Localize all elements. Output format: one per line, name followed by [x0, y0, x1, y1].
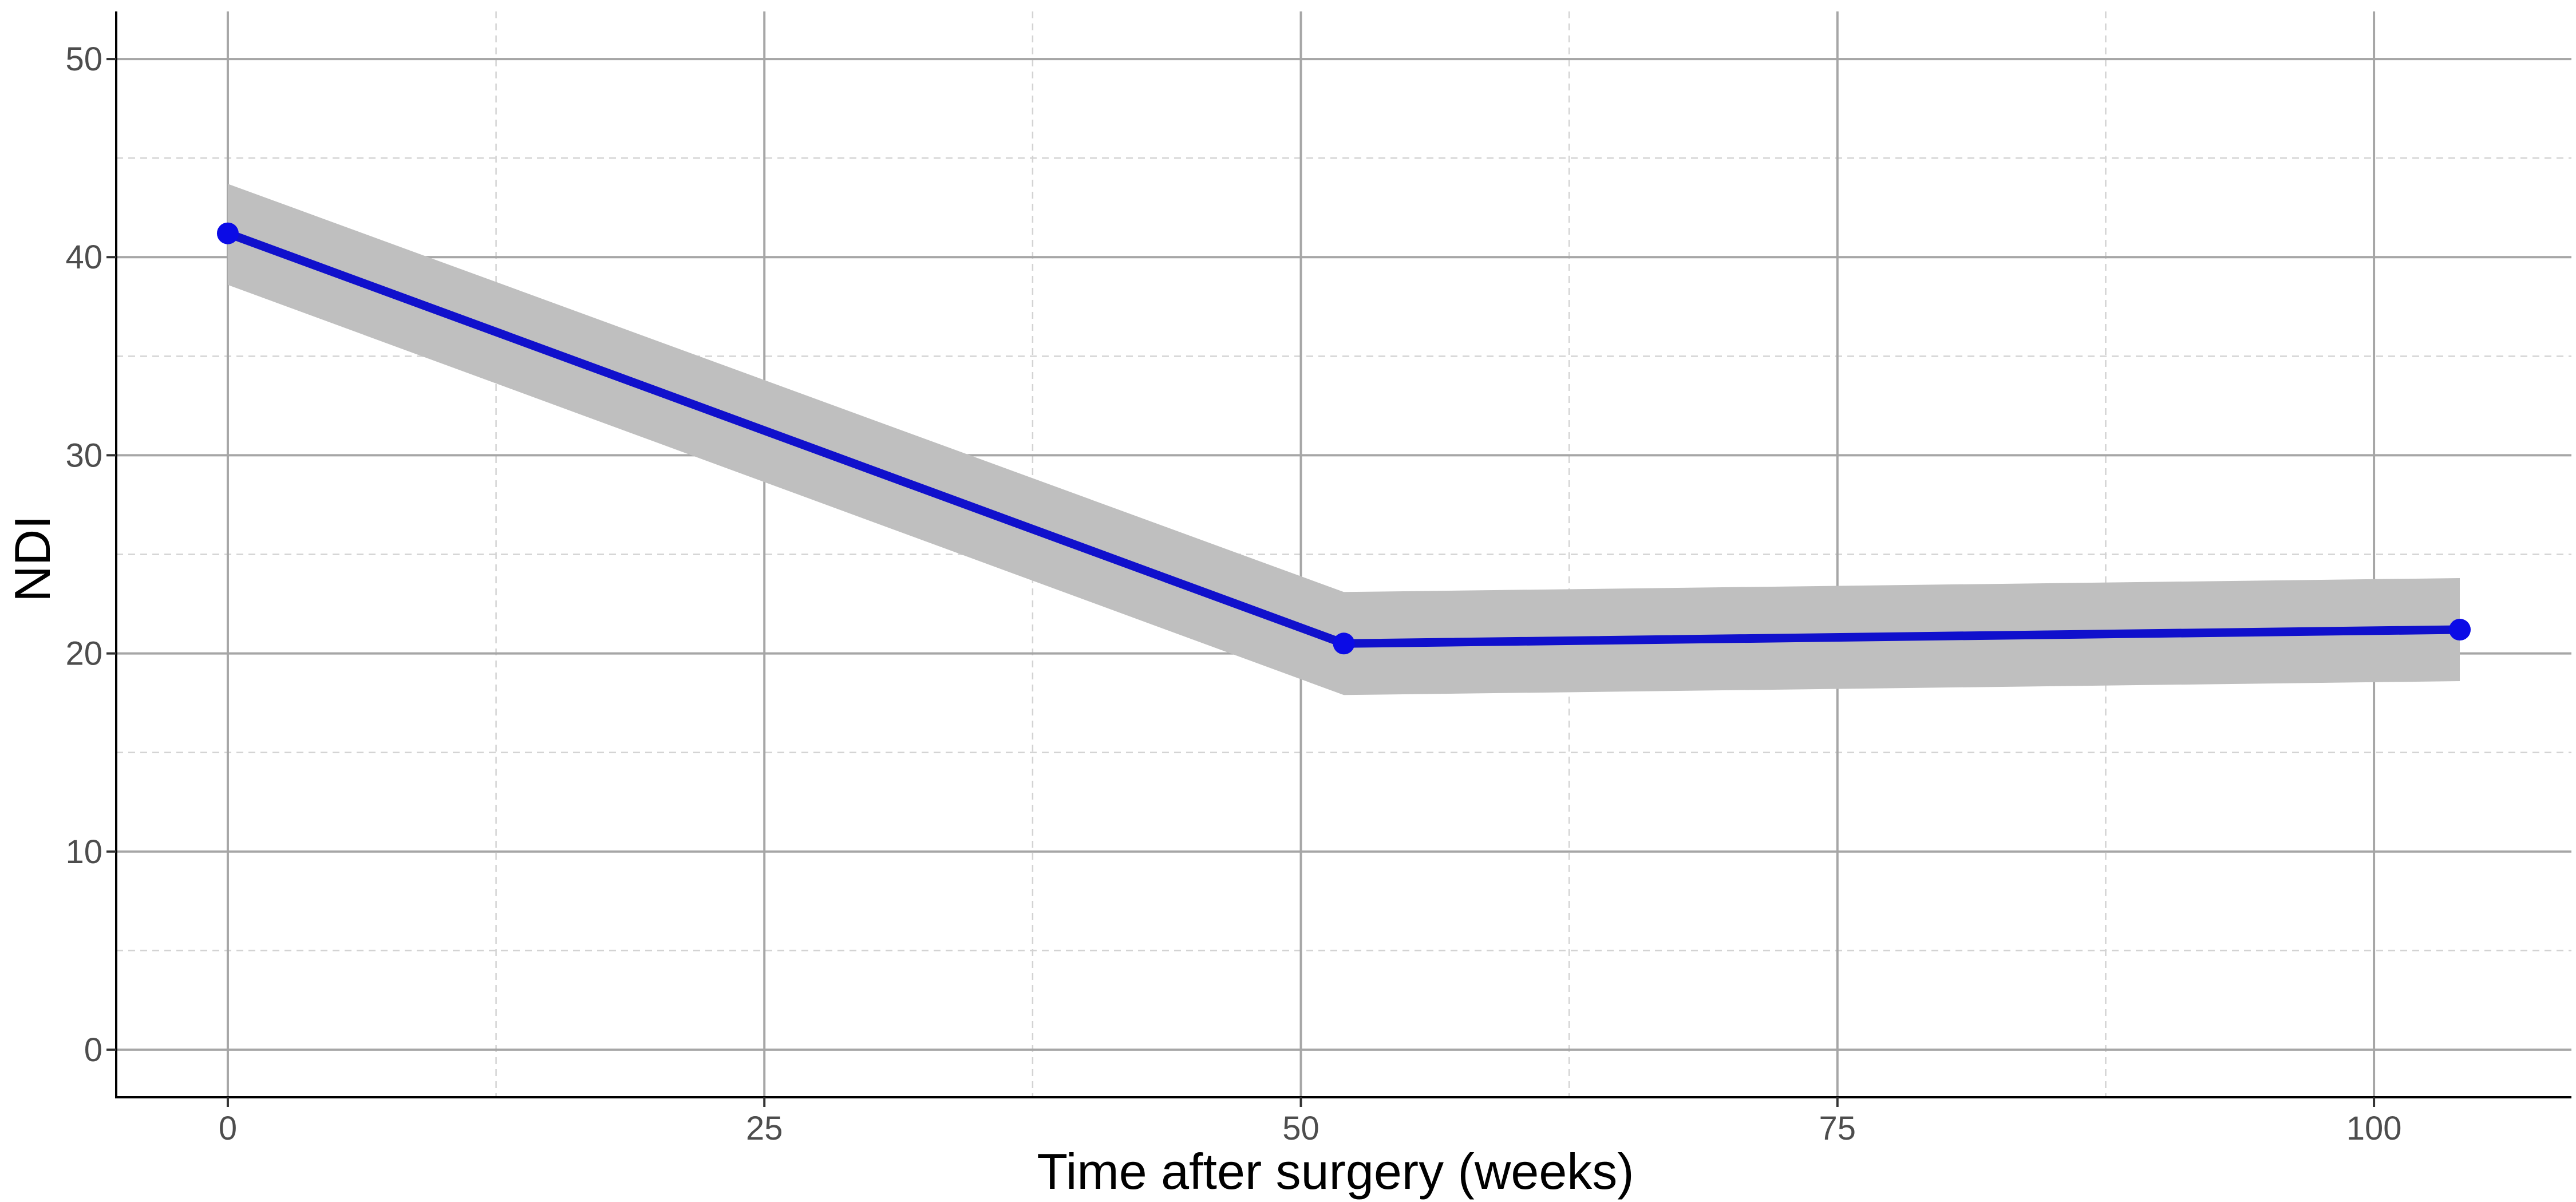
y-tick-label: 0 [84, 1031, 102, 1069]
x-axis-title: Time after surgery (weeks) [1037, 1143, 1634, 1200]
confidence-ribbons [228, 184, 2460, 695]
x-tick-label: 100 [2346, 1110, 2402, 1147]
x-tick-label: 50 [1282, 1110, 1319, 1147]
ndi-series-line [226, 229, 2460, 648]
confidence-ribbon [228, 184, 2460, 695]
y-tick-label: 30 [65, 437, 102, 474]
y-axis-title: NDI [4, 515, 61, 602]
y-tick-label: 50 [65, 41, 102, 78]
data-point [216, 222, 239, 244]
series-points [216, 222, 2471, 655]
axes [106, 11, 2571, 1107]
series-lines [226, 229, 2460, 648]
x-tick-label: 25 [746, 1110, 783, 1147]
minor-gridlines [116, 11, 2571, 1097]
y-tick-label: 10 [65, 833, 102, 871]
x-tick-label: 75 [1819, 1110, 1856, 1147]
data-point [2449, 619, 2471, 641]
x-tick-label: 0 [219, 1110, 237, 1147]
data-point [1333, 632, 1355, 655]
y-tick-label: 20 [65, 635, 102, 673]
tick-labels: 0 10 20 30 40 50 0 25 50 75 100 [65, 41, 2401, 1147]
y-tick-label: 40 [65, 239, 102, 276]
